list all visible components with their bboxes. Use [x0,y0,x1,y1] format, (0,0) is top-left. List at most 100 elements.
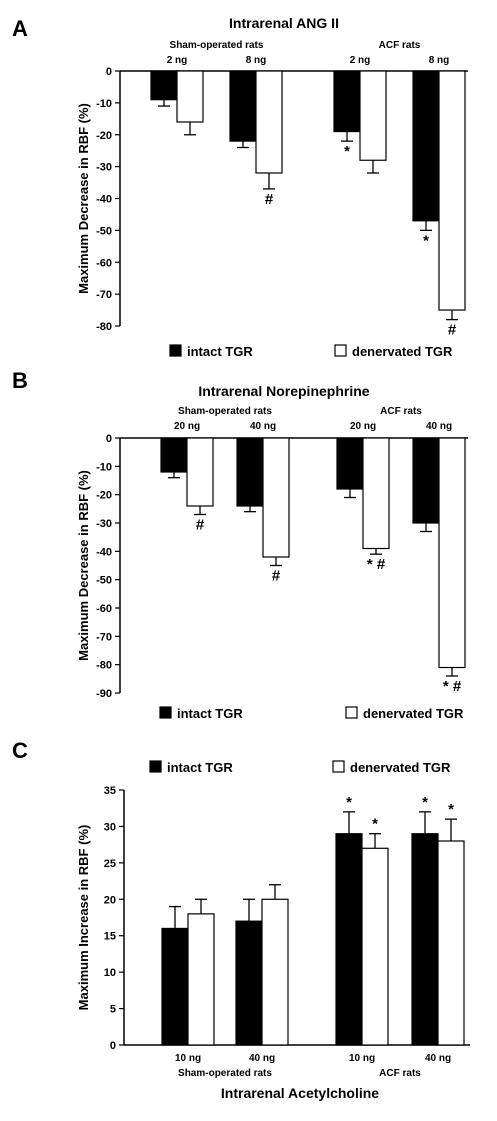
legend-swatch [149,760,162,773]
legend-label: intact TGR [167,760,233,775]
chart-title: Intrarenal Norepinephrine [198,383,369,399]
bar-denervated [255,70,283,174]
bar-denervated [186,437,214,507]
y-tick-label: -70 [96,289,112,301]
y-axis-label: Maximum Decrease in RBF (%) [76,470,91,661]
significance-marker: # [272,568,281,585]
group-label: ACF rats [379,1068,421,1079]
bar-intact [236,437,264,507]
bar-denervated [176,70,204,123]
bar-intact [336,437,364,490]
x-axis-label: Intrarenal Acetylcholine [221,1085,379,1101]
y-tick-label: -60 [96,257,112,269]
dose-label: 10 ng [349,1053,375,1064]
group-label: Sham-operated rats [170,40,264,51]
legend-swatch [332,760,345,773]
dose-label: 40 ng [425,1053,451,1064]
significance-marker: * [423,232,429,249]
y-axis-label: Maximum Decrease in RBF (%) [76,103,91,294]
significance-marker: * # [367,556,386,573]
significance-marker: * [422,794,428,811]
y-tick-label: -50 [96,225,112,237]
significance-marker: * [448,801,454,818]
y-tick-label: -60 [96,603,112,615]
panel-letter: C [12,738,28,763]
bar-intact [335,833,363,1046]
legend-swatch [345,706,358,719]
y-tick-label: -20 [96,130,112,142]
bar-intact [235,920,263,1046]
bar-denervated [361,847,389,1046]
y-tick-label: 0 [106,433,112,445]
bar-intact [412,70,440,222]
legend-swatch [334,344,347,357]
bar-intact [161,927,189,1046]
dose-label: 20 ng [350,421,376,432]
y-tick-label: 5 [110,1004,116,1016]
panel-letter: B [12,368,28,393]
y-tick-label: -30 [96,518,112,530]
bar-denervated [438,437,466,669]
y-tick-label: -40 [96,546,112,558]
y-tick-label: -10 [96,461,112,473]
y-tick-label: -30 [96,162,112,174]
bar-intact [412,437,440,524]
bar-intact [229,70,257,142]
y-tick-label: -90 [96,688,112,700]
y-tick-label: 30 [104,821,116,833]
legend-label: denervated TGR [350,760,451,775]
dose-label: 10 ng [175,1053,201,1064]
y-tick-label: -40 [96,194,112,206]
y-tick-label: -70 [96,631,112,643]
legend-label: denervated TGR [363,706,464,721]
legend-label: intact TGR [177,706,243,721]
dose-label: 40 ng [250,421,276,432]
significance-marker: * [372,816,378,833]
dose-label: 40 ng [249,1053,275,1064]
significance-marker: # [196,517,205,534]
bar-intact [333,70,361,133]
legend-label: denervated TGR [352,344,453,359]
y-axis-label: Maximum Increase in RBF (%) [76,825,91,1011]
y-tick-label: 15 [104,931,116,943]
y-tick-label: -20 [96,490,112,502]
group-label: ACF rats [380,406,422,417]
y-tick-label: 0 [110,1040,116,1052]
dose-label: 2 ng [167,55,188,66]
significance-marker: * [344,143,350,160]
bar-denervated [359,70,387,161]
y-tick-label: -80 [96,660,112,672]
group-label: ACF rats [379,40,421,51]
y-tick-label: 10 [104,967,116,979]
y-tick-label: 25 [104,858,116,870]
significance-marker: # [448,322,457,339]
y-tick-label: 35 [104,785,116,797]
significance-marker: * # [443,678,462,695]
legend-swatch [169,344,182,357]
legend-swatch [159,706,172,719]
bar-intact [150,70,178,101]
bar-denervated [362,437,390,550]
y-tick-label: -80 [96,321,112,333]
y-tick-label: -10 [96,98,112,110]
y-tick-label: 20 [104,894,116,906]
chart-title: Intrarenal ANG II [229,15,339,31]
bar-denervated [437,840,465,1046]
panel-letter: A [12,16,28,41]
bar-intact [160,437,188,473]
bar-denervated [261,898,289,1046]
bar-denervated [438,70,466,311]
dose-label: 20 ng [174,421,200,432]
dose-label: 8 ng [429,55,450,66]
y-tick-label: -50 [96,575,112,587]
significance-marker: # [265,191,274,208]
significance-marker: * [346,794,352,811]
dose-label: 40 ng [426,421,452,432]
bar-denervated [262,437,290,558]
y-tick-label: 0 [106,66,112,78]
dose-label: 8 ng [246,55,267,66]
legend-label: intact TGR [187,344,253,359]
bar-intact [411,833,439,1046]
group-label: Sham-operated rats [178,1068,272,1079]
group-label: Sham-operated rats [178,406,272,417]
